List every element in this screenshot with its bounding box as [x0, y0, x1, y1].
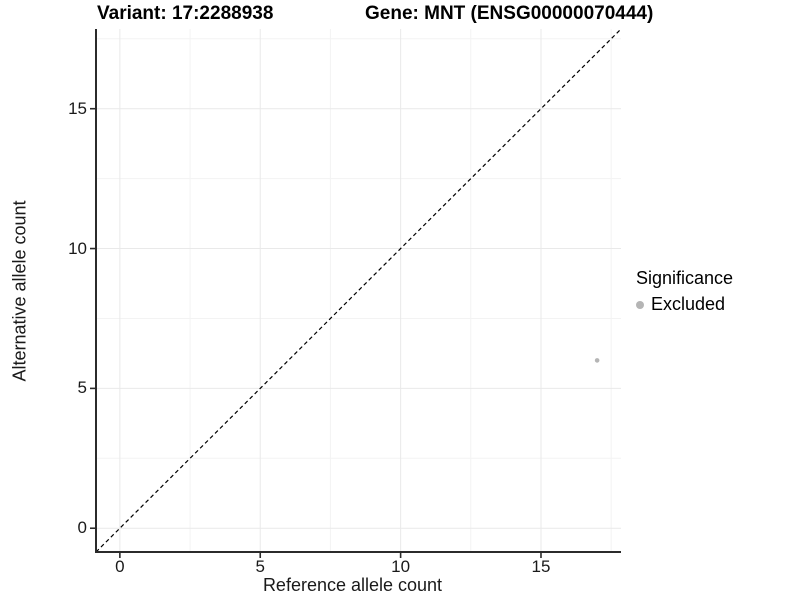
x-tick-label: 5 [255, 557, 265, 576]
x-tick-label: 15 [531, 557, 551, 576]
x-axis-title: Reference allele count [262, 575, 443, 595]
y-tick-label: 15 [68, 98, 87, 118]
data-point [594, 358, 600, 363]
y-tick-label: 0 [77, 518, 87, 538]
identity-reference-line [95, 28, 622, 553]
legend-point-icon [636, 300, 644, 309]
legend-item-label: Excluded [651, 294, 726, 314]
y-axis-title: Alternative allele count [9, 200, 30, 382]
plot-title-gene: Gene: MNT (ENSG00000070444) [365, 3, 654, 24]
y-tick-label: 5 [77, 378, 87, 398]
legend-title: Significance [636, 268, 734, 288]
plot-title-variant: Variant: 17:2288938 [97, 3, 274, 24]
x-tick-label: 10 [391, 557, 411, 576]
x-tick-label: 0 [115, 557, 125, 576]
y-tick-label: 10 [68, 238, 87, 258]
legend-item-excluded: Excluded [636, 294, 733, 315]
legend: Significance Excluded [636, 268, 733, 315]
